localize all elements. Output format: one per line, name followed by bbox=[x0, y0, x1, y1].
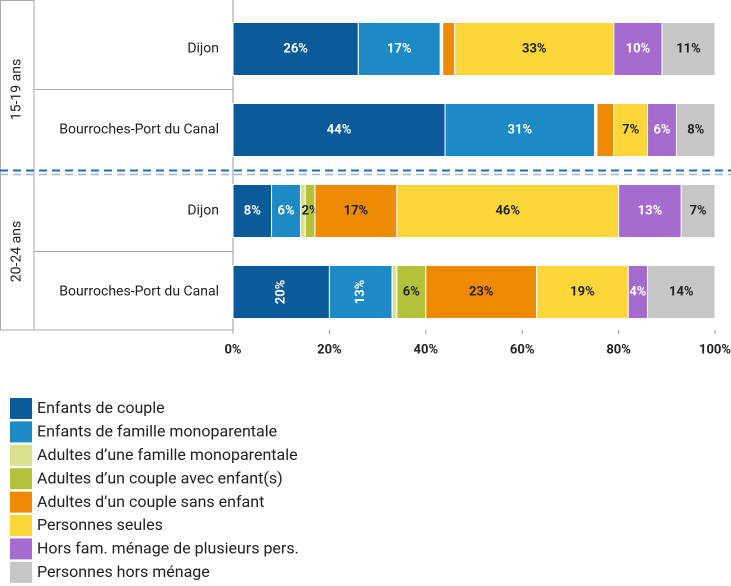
y-tick-label: Bourroches-Port du Canal bbox=[59, 284, 219, 300]
bar-segment bbox=[271, 184, 301, 238]
value-label: 44% bbox=[327, 122, 352, 137]
x-tick-label: 80% bbox=[606, 342, 631, 357]
bar-segment bbox=[391, 265, 398, 319]
bar-segment bbox=[232, 22, 359, 76]
value-label: 13% bbox=[353, 279, 368, 304]
value-label: 23% bbox=[469, 284, 494, 299]
group-label: 15-19 ans bbox=[9, 59, 25, 120]
bar-segment bbox=[232, 103, 446, 157]
bar-segment bbox=[596, 103, 615, 157]
bar-segment bbox=[314, 184, 398, 238]
legend-label: Enfants de famille monoparentale bbox=[37, 422, 277, 441]
value-label: 7% bbox=[690, 203, 707, 218]
legend-label: Adultes d’un couple sans enfant bbox=[37, 492, 264, 511]
value-label: 19% bbox=[570, 284, 595, 299]
value-label: 10% bbox=[626, 41, 651, 56]
x-tick-label: 40% bbox=[414, 342, 439, 357]
value-label: 7% bbox=[622, 122, 639, 137]
legend-swatch bbox=[10, 515, 32, 536]
bar-segment bbox=[613, 22, 663, 76]
value-label: 26% bbox=[283, 41, 308, 56]
value-label: 11% bbox=[676, 41, 701, 56]
value-label: 6% bbox=[277, 203, 294, 218]
bar-segment bbox=[661, 22, 716, 76]
legend-swatch bbox=[10, 561, 32, 583]
value-label: 33% bbox=[522, 41, 547, 56]
value-label: 17% bbox=[344, 203, 369, 218]
bar-segment bbox=[618, 184, 682, 238]
legend-swatch bbox=[10, 491, 32, 513]
bar-segment bbox=[232, 265, 330, 319]
legend-swatch bbox=[10, 444, 32, 466]
legend-label: Hors fam. ménage de plusieurs pers. bbox=[37, 539, 299, 558]
group-label: 20-24 ans bbox=[9, 221, 25, 282]
bar-segment bbox=[454, 22, 615, 76]
x-tick-label: 100% bbox=[699, 342, 731, 357]
value-label: 8% bbox=[244, 203, 261, 218]
legend-label: Adultes d’une famille monoparentale bbox=[37, 445, 298, 464]
bar-segment bbox=[675, 103, 716, 157]
legend-swatch bbox=[10, 398, 32, 419]
legend-swatch bbox=[10, 538, 32, 560]
value-label: 8% bbox=[687, 122, 704, 137]
bar-segment bbox=[357, 22, 441, 76]
bar-segment bbox=[396, 265, 427, 319]
legend-swatch bbox=[10, 421, 32, 443]
value-label: 14% bbox=[669, 284, 694, 299]
bar-segment bbox=[396, 184, 620, 238]
y-tick-label: Dijon bbox=[187, 41, 219, 57]
value-label: 17% bbox=[387, 41, 412, 56]
bar-segment bbox=[444, 103, 595, 157]
x-tick-label: 20% bbox=[317, 342, 342, 357]
bar-segment bbox=[680, 184, 716, 238]
x-tick-label: 60% bbox=[510, 342, 535, 357]
legend-label: Personnes seules bbox=[37, 515, 163, 534]
bar-segment bbox=[613, 103, 649, 157]
value-label: 20% bbox=[274, 279, 289, 304]
bar-segment bbox=[647, 103, 677, 157]
y-tick-label: Dijon bbox=[187, 203, 219, 219]
value-label: 6% bbox=[403, 284, 420, 299]
value-label: 6% bbox=[653, 122, 670, 137]
y-tick-label: Bourroches-Port du Canal bbox=[59, 122, 219, 138]
value-label: 31% bbox=[508, 122, 533, 137]
legend-swatch bbox=[10, 468, 32, 490]
bar-segment bbox=[442, 22, 456, 76]
value-label: 4% bbox=[629, 284, 646, 299]
legend-label: Adultes d’un couple avec enfant(s) bbox=[37, 468, 283, 487]
legend-label: Personnes hors ménage bbox=[37, 562, 210, 581]
bar-segment bbox=[647, 265, 716, 319]
legend-label: Enfants de couple bbox=[37, 398, 165, 417]
bar-segment bbox=[536, 265, 629, 319]
value-label: 46% bbox=[495, 203, 520, 218]
value-label: 13% bbox=[638, 203, 663, 218]
bar-segment bbox=[232, 184, 273, 238]
x-tick-label: 0% bbox=[224, 342, 241, 357]
